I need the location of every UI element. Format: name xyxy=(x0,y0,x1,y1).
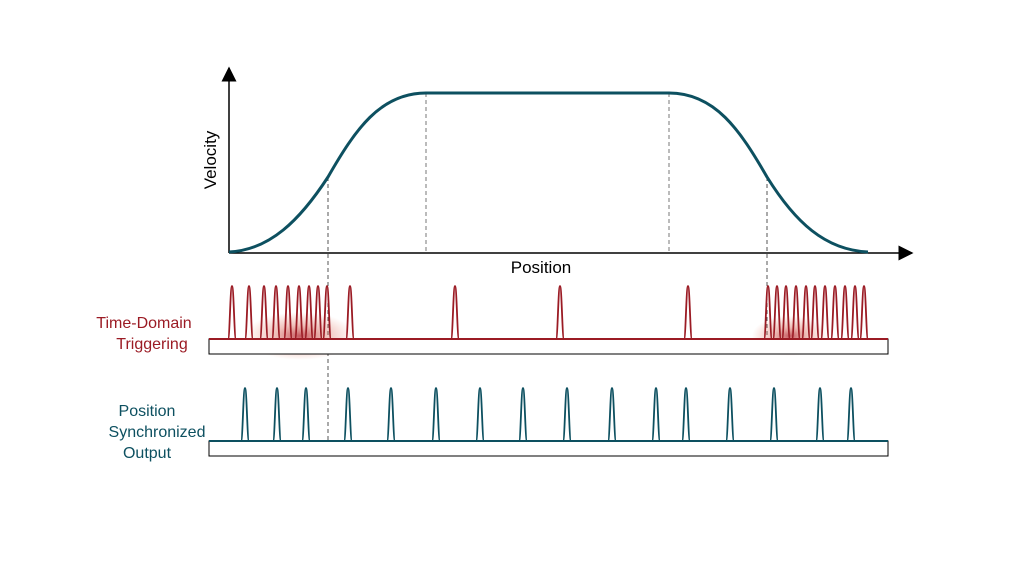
y-axis-label: Velocity xyxy=(201,130,220,189)
position-sync-pulse xyxy=(272,387,282,442)
time-domain-pulse xyxy=(810,285,820,340)
position-sync-label-line2: Synchronized xyxy=(109,424,206,441)
position-sync-pulse xyxy=(343,387,353,442)
time-domain-pulse xyxy=(801,285,811,340)
position-sync-pulse xyxy=(475,387,485,442)
position-sync-pulse xyxy=(815,387,825,442)
time-domain-pulse xyxy=(450,285,460,340)
time-domain-pulse xyxy=(322,285,332,340)
time-domain-pulse xyxy=(555,285,565,340)
time-domain-pulse xyxy=(345,285,355,340)
position-sync-pulse xyxy=(846,387,856,442)
time-domain-label-line1: Time-Domain xyxy=(96,315,191,332)
position-sync-pulse xyxy=(651,387,661,442)
time-domain-label-line2: Triggering xyxy=(116,336,187,353)
time-domain-pulse xyxy=(763,285,773,340)
position-sync-pulse xyxy=(681,387,691,442)
position-sync-pulse xyxy=(240,387,250,442)
time-domain-pulse xyxy=(259,285,269,340)
position-sync-track xyxy=(208,440,889,457)
velocity-curve xyxy=(228,91,869,254)
time-domain-pulse xyxy=(772,285,782,340)
time-domain-pulse xyxy=(271,285,281,340)
time-domain-pulse xyxy=(840,285,850,340)
time-domain-pulse xyxy=(850,285,860,340)
time-domain-pulse xyxy=(283,285,293,340)
position-sync-pulses xyxy=(240,387,856,442)
time-domain-pulse xyxy=(781,285,791,340)
position-sync-pulse xyxy=(301,387,311,442)
time-domain-pulses xyxy=(227,285,869,340)
position-sync-pulse xyxy=(725,387,735,442)
position-sync-label-line3: Output xyxy=(123,445,172,462)
position-sync-label-line1: Position xyxy=(119,403,176,420)
position-sync-pulse xyxy=(518,387,528,442)
time-domain-pulse xyxy=(313,285,323,340)
time-domain-pulse xyxy=(227,285,237,340)
time-domain-pulse xyxy=(859,285,869,340)
time-domain-pulse xyxy=(830,285,840,340)
time-domain-pulse xyxy=(304,285,314,340)
x-axis-label: Position xyxy=(511,258,571,277)
position-sync-pulse xyxy=(607,387,617,442)
position-sync-pulse xyxy=(431,387,441,442)
time-domain-pulse xyxy=(820,285,830,340)
time-domain-pulse xyxy=(791,285,801,340)
position-sync-pulse xyxy=(386,387,396,442)
time-domain-track xyxy=(208,338,889,355)
time-domain-pulse xyxy=(294,285,304,340)
position-sync-pulse xyxy=(562,387,572,442)
time-domain-pulse xyxy=(244,285,254,340)
position-sync-pulse xyxy=(769,387,779,442)
time-domain-pulse xyxy=(683,285,693,340)
